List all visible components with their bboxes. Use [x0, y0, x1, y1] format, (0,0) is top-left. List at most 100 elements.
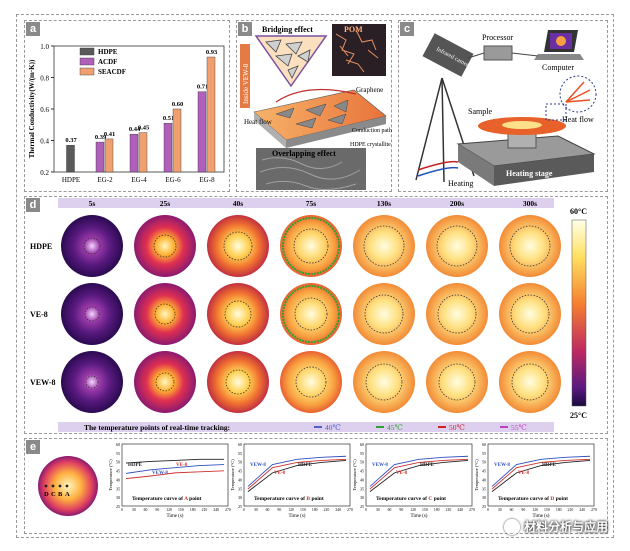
y-tick-label: 35	[116, 486, 120, 491]
x-tick-label: 180	[556, 508, 562, 512]
bar-value-label: 0.44	[129, 126, 141, 133]
x-tick-label: 60	[144, 508, 148, 512]
y-tick-label: 25	[238, 504, 242, 509]
heating-text: Heating	[448, 179, 473, 188]
curve-label: VE-8	[274, 471, 286, 476]
curve-vew-8	[125, 464, 225, 474]
thermal-disc	[61, 351, 123, 413]
y-tick-label: 50	[116, 460, 120, 465]
thermal-disc	[426, 351, 488, 413]
thermal-disc	[134, 351, 196, 413]
panel-b	[236, 20, 392, 192]
y-axis-title: Temperature (°C)	[352, 459, 357, 491]
y-tick-label: 35	[482, 486, 486, 491]
tracking-legend-bar	[58, 422, 554, 432]
curve-chart-a: 25 30 35 40 45 50 55 60 0 30 60 90 120 150 180 210 240 27…	[108, 442, 231, 519]
y-tick-label: 30	[360, 495, 364, 500]
heat-flow-text: Heat flow	[244, 118, 273, 126]
x-tick-label: 120	[166, 508, 172, 512]
tracking-ring	[510, 294, 550, 334]
x-tick-label: 0	[365, 508, 367, 512]
curve-label: HDPE	[542, 463, 557, 468]
scale-min-text: 25°C	[570, 411, 587, 420]
tracking-ring	[225, 369, 251, 395]
tracking-ring	[365, 363, 403, 401]
y-tick-label: 60	[116, 442, 120, 447]
x-tick-label: 30	[376, 508, 380, 512]
thermal-conductivity-chart: 0.2 0.4 0.6 0.8 1.0 Thermal Conductivity(W/(m…	[28, 43, 225, 184]
curve-hdpe	[247, 459, 347, 492]
x-tick-label: 60	[510, 508, 514, 512]
x-tick-label: 150	[178, 508, 184, 512]
mechanism-schematic: Bridging effect POM Inside VEW-8 Heat fl…	[240, 24, 392, 190]
watermark: 材料分析与应用	[503, 518, 608, 535]
x-tick-label: 0	[243, 508, 245, 512]
time-header-bar	[58, 198, 554, 208]
x-tick-label: 180	[312, 508, 318, 512]
legend-temp: 55℃	[511, 423, 527, 432]
x-tick-label: 150	[300, 508, 306, 512]
panel-d-label: d	[26, 198, 40, 212]
thermal-disc	[134, 215, 196, 277]
legend-label: HDPE	[98, 48, 118, 56]
x-tick-label: 60	[388, 508, 392, 512]
bar-value-label: 0.37	[65, 137, 77, 144]
tracking-ring	[295, 366, 327, 398]
x-tick-label: 180	[190, 508, 196, 512]
curve-label: VE-8	[518, 471, 530, 476]
time-header: 75s	[306, 199, 317, 208]
tracking-label: The temperature points of real-time trac…	[84, 423, 230, 432]
thermal-disc	[61, 283, 123, 345]
y-tick-label: 40	[116, 477, 120, 482]
curve-label: HDPE	[128, 463, 143, 468]
bar-acdf	[129, 133, 139, 173]
thermal-disc	[353, 215, 415, 277]
curve-ve-8	[247, 458, 347, 490]
y-axis-title: Temperature (°C)	[230, 459, 235, 491]
x-tick-label: 30	[132, 508, 136, 512]
heat-flow-inset	[559, 75, 597, 113]
bar-value-label: 0.45	[138, 125, 150, 132]
legend-temp: 45℃	[387, 423, 403, 432]
bar-seacdf	[206, 56, 216, 173]
x-tick-label: 270	[347, 508, 353, 512]
wechat-icon	[503, 518, 520, 535]
x-tick-label: EG-8	[199, 176, 215, 184]
bar-value-label: 0.93	[206, 49, 218, 56]
x-tick-label: 210	[324, 508, 330, 512]
tracking-ring	[155, 372, 175, 392]
inside-vew-text: Inside VEW-8	[242, 63, 250, 104]
x-tick-label: 90	[521, 508, 525, 512]
curve-label: VE-8	[176, 463, 188, 468]
time-header: 200s	[450, 199, 464, 208]
thermal-disc	[280, 283, 342, 345]
legend-temp: 50℃	[449, 423, 465, 432]
thermal-disc	[499, 215, 561, 277]
y-tick-label: 0.4	[40, 138, 49, 146]
y-tick-label: 45	[482, 469, 486, 474]
pom-text: POM	[344, 25, 363, 34]
legend-swatch	[79, 47, 95, 56]
bar-value-label: 0.60	[172, 101, 183, 108]
bar-value-label: 0.71	[197, 84, 208, 91]
panel-a	[24, 20, 230, 192]
curve-vew-8	[247, 455, 347, 487]
time-header: 300s	[523, 199, 537, 208]
probe-label: C	[51, 491, 56, 498]
y-tick-label: 50	[238, 460, 242, 465]
x-tick-label: 240	[213, 508, 219, 512]
tracking-ring	[223, 231, 253, 261]
bar-value-label: 0.39	[95, 134, 107, 141]
legend-swatch	[79, 67, 95, 76]
curve-label: VEW-8	[250, 463, 266, 468]
processor-box	[483, 45, 513, 61]
curve-ve-8	[125, 470, 225, 480]
thermal-disc	[499, 283, 561, 345]
y-tick-label: 50	[360, 460, 364, 465]
thermal-disc	[353, 351, 415, 413]
x-tick-label: 210	[568, 508, 574, 512]
x-tick-label: 120	[532, 508, 538, 512]
y-tick-label: 25	[116, 504, 120, 509]
y-axis-title: Temperature (°C)	[108, 459, 113, 491]
thermal-disc	[426, 215, 488, 277]
